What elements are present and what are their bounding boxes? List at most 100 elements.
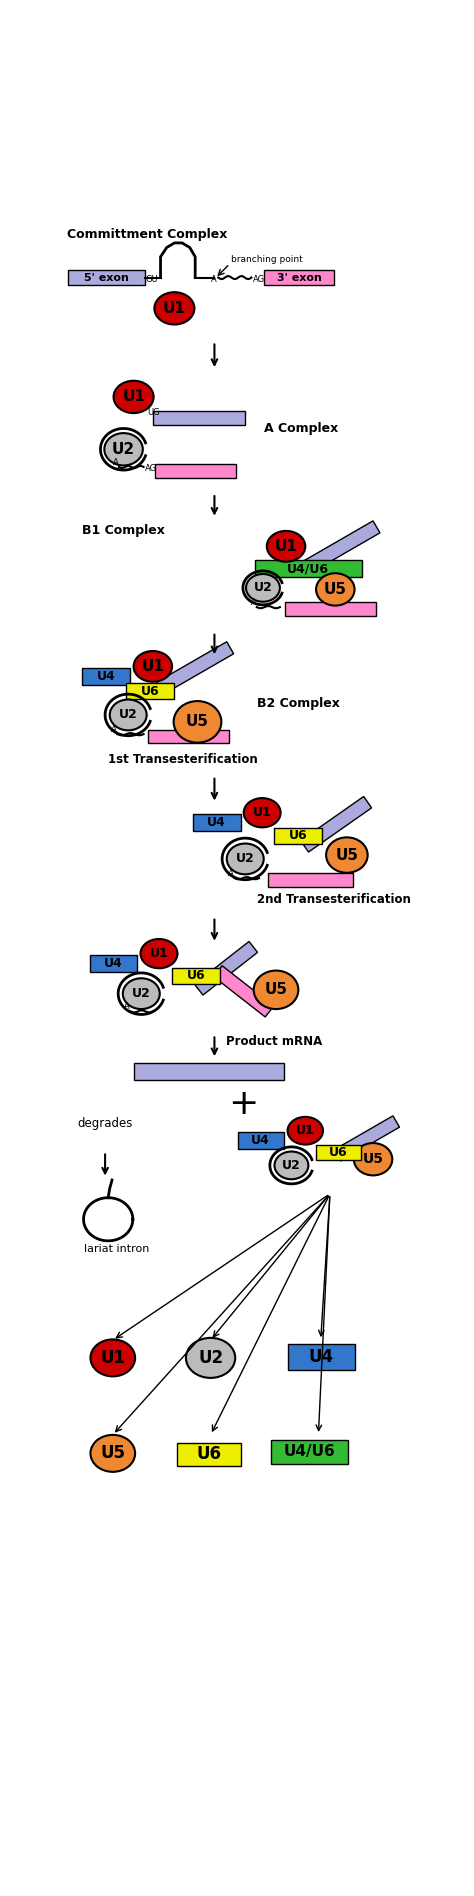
Bar (237, 1132, 284, 1149)
Text: AG: AG (145, 465, 157, 472)
Ellipse shape (326, 838, 368, 872)
Bar (264, 269, 334, 284)
Text: U4: U4 (309, 1348, 334, 1367)
Bar (68, 269, 145, 284)
Text: U4: U4 (251, 1134, 270, 1147)
Text: U4: U4 (207, 817, 226, 829)
Ellipse shape (254, 971, 298, 1009)
Text: U2: U2 (132, 988, 151, 1001)
Text: U4: U4 (104, 957, 123, 971)
Text: U5: U5 (186, 715, 209, 730)
Text: U6: U6 (187, 969, 205, 982)
Text: U4/U6: U4/U6 (287, 561, 329, 574)
Text: branching point: branching point (231, 256, 303, 264)
Bar (134, 1064, 284, 1081)
Text: U1: U1 (296, 1124, 315, 1138)
Text: U2: U2 (119, 709, 137, 722)
Text: A: A (210, 275, 216, 284)
Ellipse shape (140, 939, 177, 969)
Text: degrades: degrades (77, 1117, 133, 1130)
Text: U2: U2 (236, 853, 255, 865)
Ellipse shape (91, 1339, 135, 1376)
Text: U5: U5 (363, 1153, 383, 1166)
Ellipse shape (227, 844, 264, 874)
Bar (303, 521, 380, 573)
Text: U6: U6 (140, 684, 159, 698)
Text: U5: U5 (324, 582, 347, 597)
Ellipse shape (123, 978, 160, 1009)
Bar (153, 411, 245, 425)
Text: A: A (113, 457, 118, 466)
Text: U2: U2 (282, 1158, 301, 1172)
Bar (334, 1117, 400, 1160)
Text: U5: U5 (336, 848, 358, 863)
Text: A: A (111, 724, 117, 734)
Text: 5' exon: 5' exon (84, 273, 129, 283)
Ellipse shape (267, 531, 305, 561)
Text: U2: U2 (254, 582, 273, 593)
Text: Committment Complex: Committment Complex (66, 228, 227, 241)
Bar (214, 965, 274, 1016)
Bar (172, 969, 220, 984)
Text: U2: U2 (112, 442, 135, 457)
Text: +: + (228, 1086, 258, 1121)
Text: U1: U1 (141, 660, 164, 673)
Text: B1 Complex: B1 Complex (82, 523, 165, 537)
Text: AG: AG (253, 275, 265, 284)
Text: U1: U1 (100, 1348, 125, 1367)
Ellipse shape (114, 381, 154, 413)
Ellipse shape (134, 650, 172, 683)
Text: U6: U6 (197, 1445, 221, 1464)
Text: U1: U1 (163, 301, 186, 317)
Text: U2: U2 (198, 1348, 223, 1367)
Ellipse shape (288, 1117, 323, 1145)
Text: U1: U1 (150, 948, 168, 959)
Bar (255, 559, 362, 576)
Ellipse shape (173, 702, 221, 743)
Text: U6: U6 (289, 829, 308, 842)
Text: 3' exon: 3' exon (277, 273, 321, 283)
Bar (301, 796, 372, 851)
Text: 1st Transesterification: 1st Transesterification (108, 753, 258, 766)
Text: A: A (228, 868, 234, 878)
Text: U6: U6 (329, 1145, 348, 1158)
Text: U1: U1 (274, 538, 298, 554)
Text: GU: GU (145, 275, 158, 284)
Text: U1: U1 (253, 806, 272, 819)
Bar (177, 1443, 241, 1466)
Bar (193, 813, 241, 830)
Bar (316, 1145, 361, 1160)
Ellipse shape (109, 700, 146, 730)
Bar (126, 683, 173, 700)
Text: U1: U1 (122, 389, 145, 404)
Text: U5: U5 (264, 982, 288, 997)
Ellipse shape (354, 1143, 392, 1176)
Bar (274, 829, 322, 844)
Bar (268, 872, 353, 887)
Text: Product mRNA: Product mRNA (226, 1035, 322, 1048)
Text: U5: U5 (100, 1445, 125, 1462)
Text: 2nd Transesterification: 2nd Transesterification (257, 893, 410, 906)
Bar (285, 601, 376, 616)
Text: lariat intron: lariat intron (83, 1244, 149, 1253)
Bar (90, 956, 137, 973)
Text: A: A (124, 1003, 130, 1011)
Ellipse shape (246, 574, 280, 601)
Ellipse shape (91, 1435, 135, 1471)
Bar (288, 1344, 356, 1371)
Bar (82, 667, 130, 684)
Ellipse shape (316, 573, 355, 605)
Ellipse shape (186, 1339, 235, 1378)
Bar (157, 641, 234, 694)
Ellipse shape (104, 432, 143, 465)
Bar (148, 730, 229, 743)
Text: A: A (251, 597, 257, 607)
Text: U4/U6: U4/U6 (283, 1445, 335, 1460)
Text: U4: U4 (97, 669, 115, 683)
Bar (194, 942, 257, 995)
Ellipse shape (244, 798, 281, 827)
Ellipse shape (274, 1151, 309, 1179)
Ellipse shape (155, 292, 194, 324)
Bar (271, 1439, 347, 1464)
Text: A Complex: A Complex (264, 421, 339, 434)
